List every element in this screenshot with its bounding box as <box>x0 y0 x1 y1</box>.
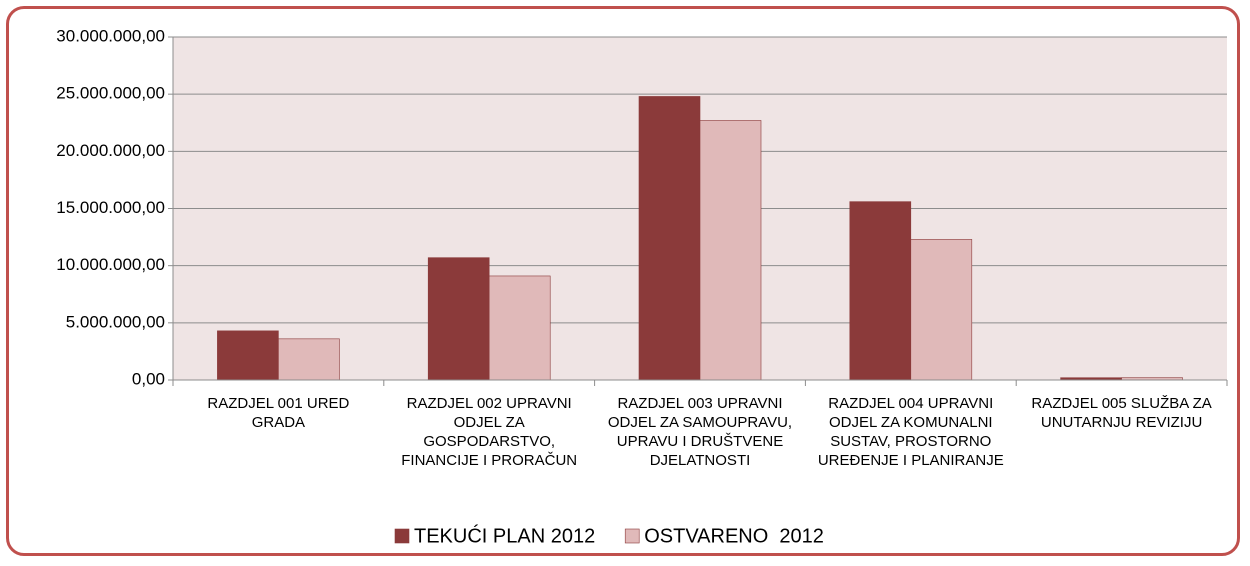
x-tick-label: RAZDJEL 003 UPRAVNI ODJEL ZA SAMOUPRAVU,… <box>607 395 793 469</box>
chart-border <box>6 6 1240 556</box>
x-tick-label: RAZDJEL 001 URED GRADA <box>207 395 350 431</box>
bar <box>427 257 490 381</box>
y-tick-label: 30.000.000,00 <box>56 26 165 45</box>
bar <box>278 338 340 381</box>
x-tick-label: RAZDJEL 004 UPRAVNI ODJEL ZA KOMUNALNI S… <box>817 395 1004 469</box>
legend-swatch <box>394 528 410 544</box>
bar <box>910 239 973 381</box>
bar <box>699 120 762 381</box>
bar <box>217 330 279 381</box>
bar <box>849 201 912 381</box>
y-tick-label: 25.000.000,00 <box>56 84 165 103</box>
legend-label: OSTVARENO 2012 <box>644 525 824 547</box>
y-tick-label: 20.000.000,00 <box>56 141 165 160</box>
y-tick-label: 0,00 <box>132 369 165 388</box>
bar <box>638 96 701 381</box>
y-tick-label: 15.000.000,00 <box>56 198 165 217</box>
bar <box>488 275 551 381</box>
y-tick-label: 5.000.000,00 <box>66 312 165 331</box>
legend-label: TEKUĆI PLAN 2012 <box>414 524 595 547</box>
x-tick-label: RAZDJEL 005 SLUŽBA ZA UNUTARNJU REVIZIJU <box>1031 395 1212 431</box>
x-tick-label: RAZDJEL 002 UPRAVNI ODJEL ZA GOSPODARSTV… <box>401 395 578 469</box>
legend-swatch <box>624 528 640 544</box>
y-tick-label: 10.000.000,00 <box>56 255 165 274</box>
